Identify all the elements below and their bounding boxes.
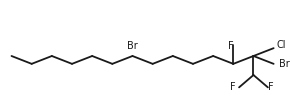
Text: F: F <box>268 82 274 92</box>
Text: Cl: Cl <box>277 40 286 50</box>
Text: F: F <box>228 41 233 51</box>
Text: Br: Br <box>279 59 290 69</box>
Text: F: F <box>230 82 236 92</box>
Text: Br: Br <box>127 41 138 51</box>
